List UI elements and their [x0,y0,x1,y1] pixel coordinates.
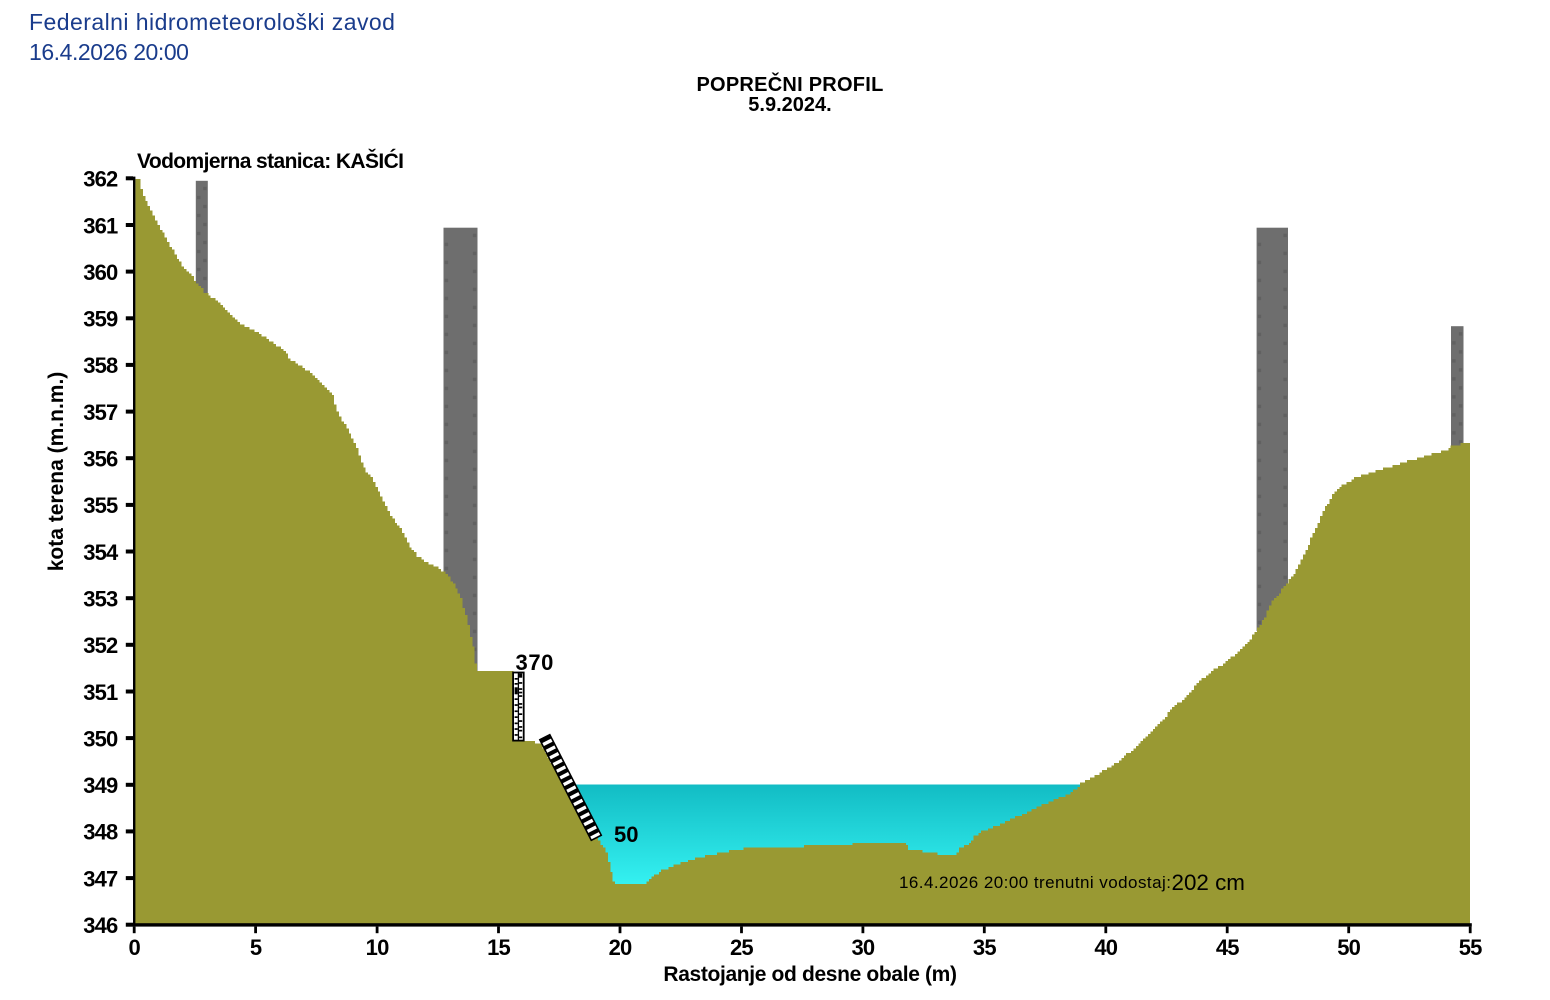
svg-text:55: 55 [1459,935,1482,960]
svg-text:350: 350 [83,726,118,751]
svg-text:45: 45 [1216,935,1239,960]
svg-text:kota terena (m.n.m.): kota terena (m.n.m.) [45,372,68,572]
svg-text:50: 50 [614,822,638,847]
svg-text:30: 30 [851,935,874,960]
svg-text:16.4.2026 20:00: 16.4.2026 20:00 [29,39,189,65]
svg-text:16.4.2026 20:00 trenutni vodos: 16.4.2026 20:00 trenutni vodostaj: [899,873,1171,892]
svg-text:Vodomjerna stanica: KAŠIĆI: Vodomjerna stanica: KAŠIĆI [137,149,403,173]
svg-text:354: 354 [83,540,119,565]
svg-text:Federalni hidrometeorološki za: Federalni hidrometeorološki zavod [29,9,395,35]
svg-text:349: 349 [83,773,118,798]
svg-text:357: 357 [83,400,118,425]
svg-text:Rastojanje od desne obale (m): Rastojanje od desne obale (m) [663,963,956,986]
svg-text:356: 356 [83,447,118,472]
svg-text:0: 0 [128,935,140,960]
svg-text:355: 355 [83,493,118,518]
svg-text:POPREČNI PROFIL: POPREČNI PROFIL [696,72,883,96]
svg-text:50: 50 [1337,935,1360,960]
svg-text:347: 347 [83,866,118,891]
svg-text:351: 351 [83,680,118,705]
svg-text:10: 10 [366,935,389,960]
svg-text:5.9.2024.: 5.9.2024. [748,94,831,116]
svg-text:361: 361 [83,213,118,238]
svg-text:348: 348 [83,820,118,845]
svg-text:346: 346 [83,913,118,938]
svg-text:353: 353 [83,586,118,611]
svg-text:362: 362 [83,167,118,192]
svg-text:20: 20 [609,935,632,960]
svg-text:5: 5 [250,935,262,960]
svg-text:359: 359 [83,307,118,332]
svg-text:370: 370 [516,650,555,675]
svg-text:15: 15 [487,935,510,960]
svg-text:202 cm: 202 cm [1172,870,1245,895]
svg-text:358: 358 [83,353,118,378]
svg-text:25: 25 [730,935,753,960]
svg-text:40: 40 [1094,935,1117,960]
svg-text:360: 360 [83,260,118,285]
svg-text:352: 352 [83,633,118,658]
svg-text:35: 35 [973,935,996,960]
